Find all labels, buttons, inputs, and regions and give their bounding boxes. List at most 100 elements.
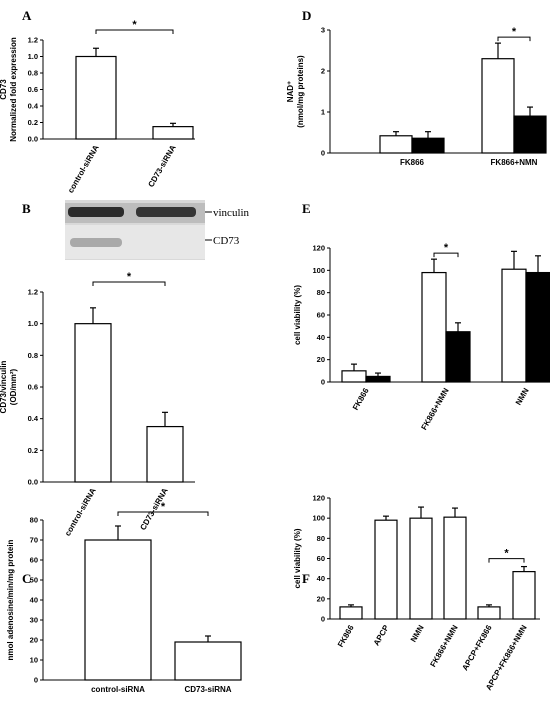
- y-axis-label: nmol adenosine/min/mg protein: [6, 539, 15, 660]
- y-axis-label-group: NAD⁺ (nmol/mg proteins): [286, 55, 305, 128]
- bar-black: [365, 375, 391, 383]
- panel-label: D: [302, 8, 311, 23]
- bracket-line: [92, 281, 166, 286]
- y-tick-label: 60: [317, 311, 325, 320]
- y-tick-label: 20: [30, 636, 38, 645]
- western-blot: vinculin CD73: [65, 200, 250, 260]
- bar: [75, 55, 117, 140]
- y-tick-label: 0: [321, 615, 325, 624]
- bar-white: [481, 58, 515, 154]
- y-axis-label-units: (nmol/mg proteins): [296, 55, 305, 128]
- category-label: CD73-siRNA: [146, 143, 177, 189]
- category-label: APCP+FK866+NMN: [484, 623, 529, 692]
- category-label: control-siRNA: [63, 486, 98, 537]
- y-axis-label: CD73/vinculin: [0, 360, 8, 413]
- y-tick-label: 0.0: [28, 478, 38, 487]
- bar-white: [421, 271, 447, 383]
- significance-bracket: *: [117, 501, 209, 516]
- bar-black: [445, 331, 471, 383]
- y-tick-label: 50: [30, 576, 38, 585]
- category-label: FK866+NMN: [491, 158, 538, 167]
- y-tick-label: 40: [317, 574, 325, 583]
- y-axis-label: cell viability (%): [293, 528, 302, 588]
- significance-bracket: *: [488, 548, 525, 563]
- y-tick-label: 40: [30, 596, 38, 605]
- bar: [512, 571, 536, 620]
- y-axis-label-units: Normalized fold expression: [9, 37, 18, 142]
- y-tick-label: 120: [312, 244, 325, 253]
- significance-bracket: *: [497, 26, 531, 42]
- y-tick-label: 0: [321, 149, 325, 158]
- bracket-line: [95, 29, 174, 34]
- bar: [409, 517, 433, 620]
- y-tick-label: 0.4: [28, 414, 39, 423]
- bar: [443, 516, 467, 620]
- panel-label: B: [22, 201, 31, 216]
- bar: [146, 425, 184, 483]
- significance-star: *: [504, 548, 509, 560]
- y-tick-label: 60: [30, 556, 38, 565]
- y-tick-label: 60: [317, 554, 325, 563]
- significance-bracket: *: [92, 271, 166, 286]
- panel-label: F: [302, 571, 310, 586]
- y-tick-label: 20: [317, 594, 325, 603]
- panel-c: C 0 10 20 30 40 50 60 70 80 nmol adenosine/min/mg …: [6, 501, 242, 694]
- panel-e: E 0 20 40 60 80 100 120 cell viability (%) FK866 F…: [293, 201, 550, 432]
- significance-bracket: *: [95, 19, 174, 34]
- y-tick-label: 0.6: [28, 383, 38, 392]
- category-label: APCP+FK866: [460, 623, 494, 672]
- significance-star: *: [512, 26, 517, 38]
- y-tick-label: 1.2: [28, 36, 38, 45]
- bar-white: [501, 268, 527, 383]
- bracket-line: [488, 558, 525, 563]
- bracket-line: [497, 36, 531, 42]
- y-axis-label-group: cell viability (%): [293, 285, 302, 345]
- y-tick-label: 80: [30, 516, 38, 525]
- y-tick-label: 100: [312, 514, 325, 523]
- y-axis-label: cell viability (%): [293, 285, 302, 345]
- category-label: APCP: [372, 623, 391, 647]
- y-tick-label: 100: [312, 266, 325, 275]
- blot-band-vinculin-control: [68, 207, 124, 217]
- category-label: FK866: [400, 158, 425, 167]
- y-axis-label: CD73: [0, 79, 8, 100]
- category-label: CD73-siRNA: [184, 685, 231, 694]
- significance-star: *: [161, 501, 166, 513]
- y-tick-label: 0.0: [28, 135, 38, 144]
- bar: [339, 606, 363, 620]
- y-axis-label-group: cell viability (%): [293, 528, 302, 588]
- y-tick-label: 70: [30, 536, 38, 545]
- y-tick-label: 0: [34, 676, 38, 685]
- y-tick-label: 1.0: [28, 52, 38, 61]
- bar: [174, 641, 242, 681]
- blot-band-vinculin-cd73si: [136, 207, 196, 217]
- category-label: FK866: [336, 623, 356, 649]
- y-axis-label-group: CD73 Normalized fold expression: [0, 37, 18, 142]
- significance-star: *: [127, 271, 132, 283]
- bracket-line: [433, 252, 459, 258]
- y-tick-label: 0.2: [28, 118, 38, 127]
- bracket-line: [117, 511, 209, 516]
- category-label: FK866+NMN: [428, 623, 459, 668]
- bar-black: [411, 137, 445, 154]
- y-axis-label: NAD⁺: [286, 81, 295, 103]
- panel-d: D 0 1 2 3 NAD⁺ (nmol/mg proteins) FK866 FK866+NM…: [286, 8, 547, 167]
- significance-star: *: [444, 242, 449, 254]
- y-tick-label: 30: [30, 616, 38, 625]
- blot-label-cd73: CD73: [213, 235, 240, 247]
- y-tick-label: 1.2: [28, 288, 38, 297]
- panel-a: A 0.0 0.2 0.4 0.6 0.8 1.0 1.2 CD73 Normalized fol…: [0, 8, 195, 195]
- y-tick-label: 80: [317, 288, 325, 297]
- y-tick-label: 3: [321, 26, 325, 35]
- y-tick-label: 0.2: [28, 446, 38, 455]
- significance-bracket: *: [433, 242, 459, 258]
- blot-label-vinculin: vinculin: [213, 207, 250, 219]
- y-axis-label-group: nmol adenosine/min/mg protein: [6, 539, 15, 660]
- bar-white: [341, 370, 367, 383]
- category-label: FK866: [351, 386, 371, 412]
- y-axis-label-group: CD73/vinculin (OD/mm²): [0, 360, 18, 413]
- blot-band-cd73-control: [70, 238, 122, 247]
- y-tick-label: 0.8: [28, 351, 38, 360]
- panel-label: E: [302, 201, 311, 216]
